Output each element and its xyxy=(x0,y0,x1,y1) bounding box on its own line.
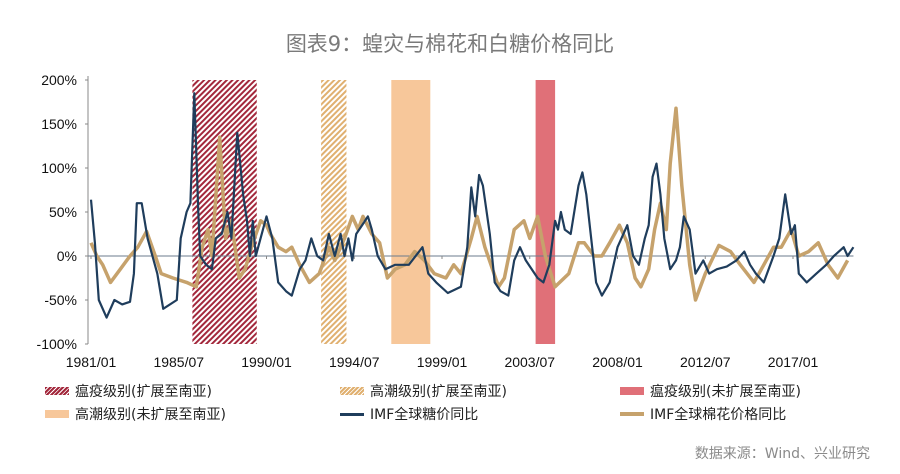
x-tick-label: 2012/07 xyxy=(680,354,731,370)
y-tick-label: 150% xyxy=(41,116,77,132)
legend-item-peak-south-asia: 高潮级别(扩展至南亚) xyxy=(340,381,507,401)
y-tick-label: -100% xyxy=(37,336,77,352)
y-tick-label: 100% xyxy=(41,160,77,176)
legend-label: 高潮级别(扩展至南亚) xyxy=(370,384,507,400)
x-tick-label: 2017/01 xyxy=(768,354,819,370)
legend-label: 瘟疫级别(未扩展至南亚) xyxy=(650,384,801,400)
band-3 xyxy=(391,80,431,344)
y-tick-label: 200% xyxy=(41,72,77,88)
source-note: 数据来源：Wind、兴业研究 xyxy=(694,446,870,462)
legend-item-sugar: IMF全球糖价同比 xyxy=(340,404,478,424)
legend-item-plague-south-asia: 瘟疫级别(扩展至南亚) xyxy=(45,381,212,401)
legend-label: IMF全球糖价同比 xyxy=(370,407,479,423)
x-tick-label: 1994/07 xyxy=(329,354,380,370)
x-tick-label: 1999/01 xyxy=(417,354,468,370)
sugar-line-swatch xyxy=(340,412,364,416)
x-tick-label: 1981/01 xyxy=(66,354,117,370)
x-tick-label: 2008/01 xyxy=(592,354,643,370)
legend-item-plague-no-south-asia: 瘟疫级别(未扩展至南亚) xyxy=(620,381,801,401)
x-tick-label: 1990/01 xyxy=(241,354,292,370)
red-swatch xyxy=(620,387,644,395)
legend-item-cotton: IMF全球棉花价格同比 xyxy=(620,404,786,424)
cotton-line-swatch xyxy=(620,412,644,416)
cotton-series-line xyxy=(89,106,850,302)
legend-label: IMF全球棉花价格同比 xyxy=(650,407,787,423)
orange-swatch xyxy=(45,410,69,418)
band-2 xyxy=(535,80,556,344)
chart-title: 图表9：蝗灾与棉花和白糖价格同比 xyxy=(285,32,615,56)
band-1 xyxy=(321,80,347,344)
legend-item-peak-no-south-asia: 高潮级别(未扩展至南亚) xyxy=(45,404,226,424)
legend-label: 瘟疫级别(扩展至南亚) xyxy=(75,384,212,400)
hatched-tan-swatch xyxy=(340,387,364,395)
x-tick-label: 2003/07 xyxy=(504,354,555,370)
y-tick-label: 50% xyxy=(49,204,77,220)
sugar-series-line xyxy=(89,92,855,319)
x-tick-label: 1985/07 xyxy=(153,354,204,370)
y-tick-label: -50% xyxy=(44,292,77,308)
hatched-red-swatch xyxy=(45,387,69,395)
legend-label: 高潮级别(未扩展至南亚) xyxy=(75,407,226,423)
y-tick-label: 0% xyxy=(57,248,77,264)
